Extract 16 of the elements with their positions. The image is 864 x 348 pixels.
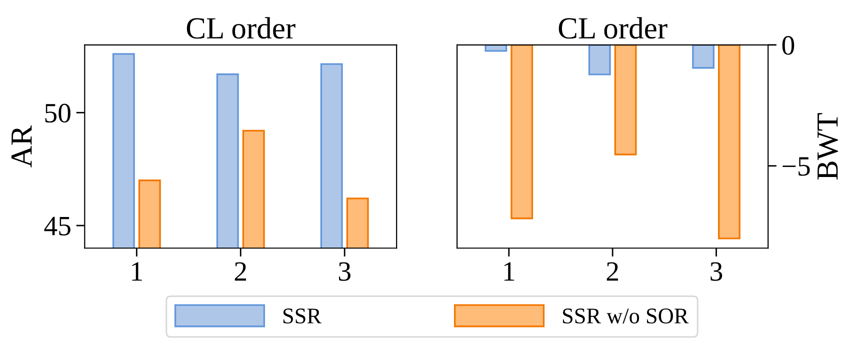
chart-title: CL order bbox=[558, 17, 668, 39]
x-tick-label: 2 bbox=[606, 262, 618, 281]
x-tick-label: 2 bbox=[234, 262, 246, 281]
y2-axis-title: BWT bbox=[818, 113, 838, 180]
y-axis-title: AR bbox=[11, 125, 32, 168]
y2-tick-label: −5 bbox=[782, 157, 810, 176]
y2-tick-label: 0 bbox=[782, 36, 794, 55]
x-tick-label: 1 bbox=[132, 262, 142, 281]
x-tick-label: 3 bbox=[710, 262, 722, 281]
x-tick-label: 3 bbox=[338, 262, 350, 281]
chart-title: CL order bbox=[186, 17, 296, 39]
legend-label: SSR bbox=[283, 308, 322, 324]
y-tick-label: 50 bbox=[45, 104, 70, 123]
legend-label: SSR w/o SOR bbox=[562, 308, 689, 324]
y-tick-label: 45 bbox=[44, 216, 70, 236]
x-tick-label: 1 bbox=[504, 262, 514, 281]
